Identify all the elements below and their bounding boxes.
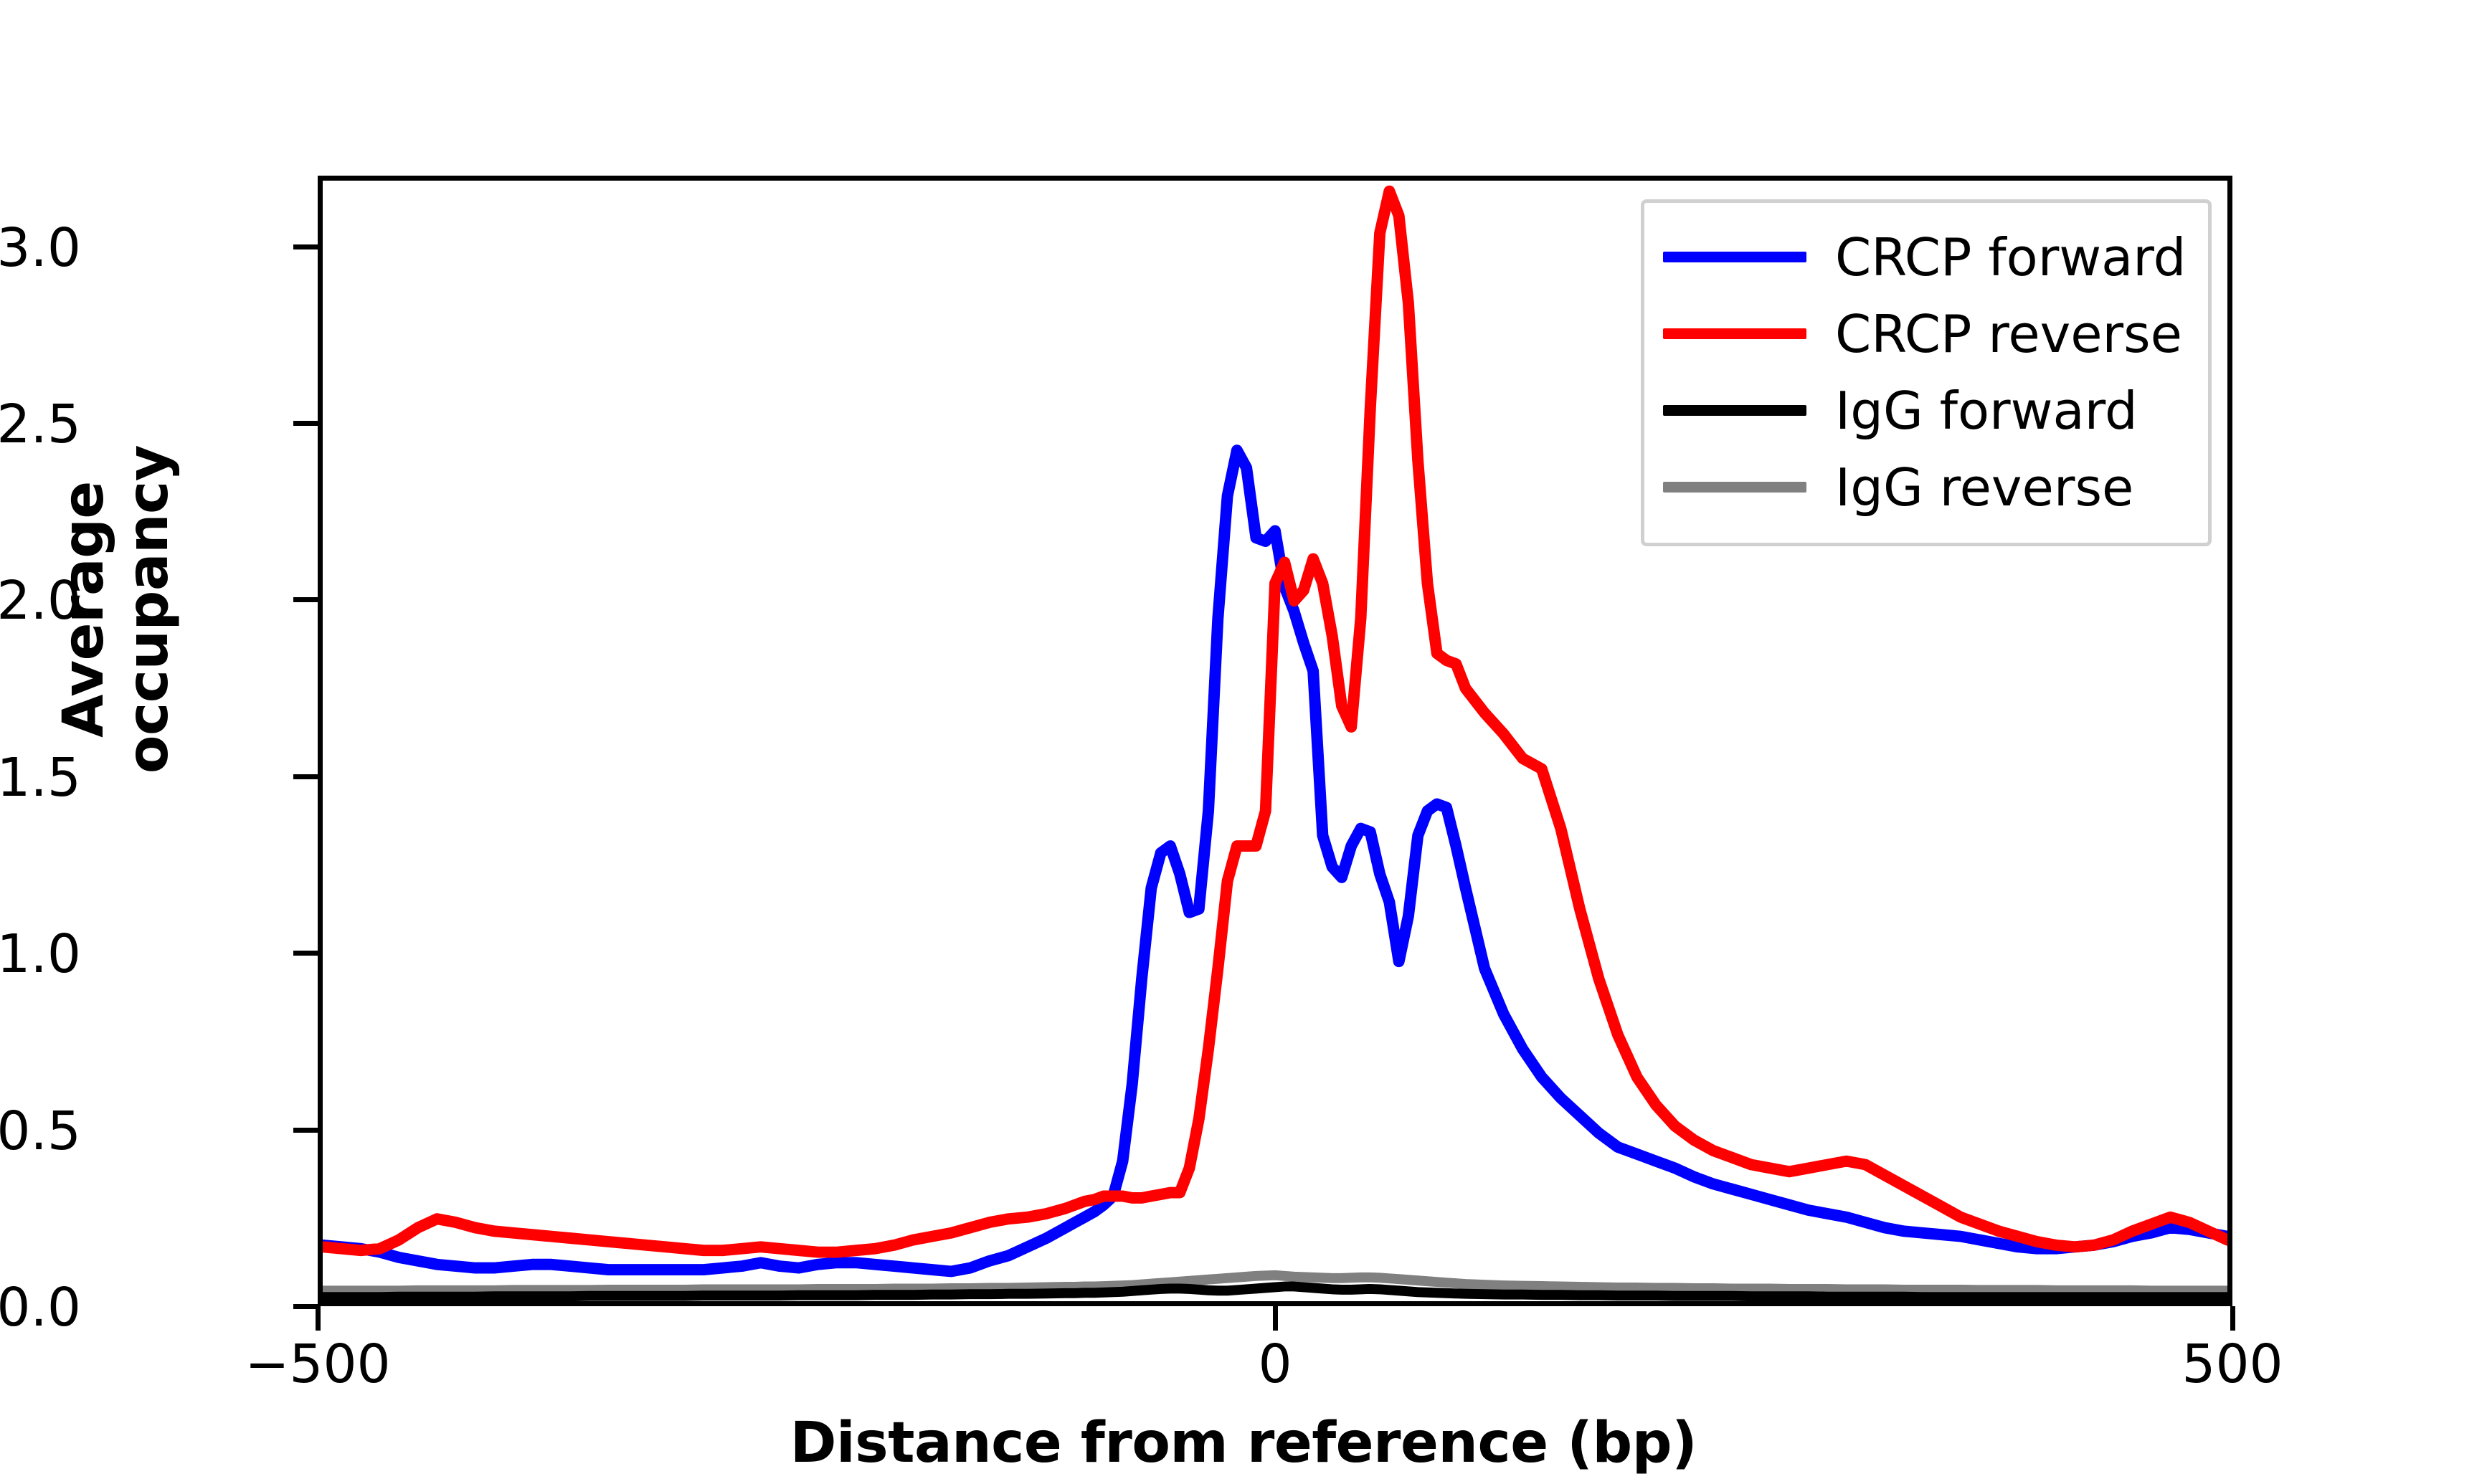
x-tick-mark bbox=[1273, 1306, 1278, 1331]
x-tick-label: −500 bbox=[245, 1333, 391, 1395]
y-tick-mark bbox=[293, 597, 318, 603]
x-tick-mark bbox=[316, 1306, 321, 1331]
y-tick-label: 0.0 bbox=[0, 1277, 81, 1338]
legend-item-crcp-forward[interactable]: CRCP forward bbox=[1663, 219, 2189, 295]
legend-label: CRCP forward bbox=[1835, 227, 2187, 287]
y-tick-label: 2.5 bbox=[0, 393, 81, 455]
y-tick-label: 3.0 bbox=[0, 217, 81, 279]
series-line-crcp-reverse bbox=[323, 185, 2227, 1258]
series-line-igg-reverse bbox=[323, 1270, 2227, 1296]
legend-item-igg-forward[interactable]: IgG forward bbox=[1663, 372, 2189, 449]
y-tick-label: 0.5 bbox=[0, 1100, 81, 1162]
y-tick-mark bbox=[293, 774, 318, 779]
legend-item-igg-reverse[interactable]: IgG reverse bbox=[1663, 449, 2189, 525]
x-tick-label: 500 bbox=[2182, 1333, 2283, 1395]
x-tick-label: 0 bbox=[1258, 1333, 1292, 1395]
legend-swatch-icon bbox=[1663, 405, 1806, 416]
y-tick-label: 1.0 bbox=[0, 923, 81, 986]
y-tick-mark bbox=[293, 420, 318, 426]
y-tick-mark bbox=[293, 951, 318, 956]
y-tick-mark bbox=[293, 1127, 318, 1133]
y-tick-label: 1.5 bbox=[0, 746, 81, 809]
series-line-crcp-forward bbox=[323, 444, 2227, 1278]
y-tick-mark bbox=[293, 1304, 318, 1309]
legend: CRCP forward CRCP reverse IgG forward IgG r… bbox=[1641, 199, 2212, 546]
legend-swatch-icon bbox=[1663, 482, 1806, 493]
series-canvas bbox=[323, 185, 2227, 1301]
y-tick-label: 2.0 bbox=[0, 570, 81, 632]
series-line-igg-forward bbox=[323, 1281, 2227, 1301]
legend-swatch-icon bbox=[1663, 328, 1806, 339]
legend-label: IgG reverse bbox=[1835, 457, 2134, 518]
y-tick-mark bbox=[293, 244, 318, 249]
x-axis-label: Distance from reference (bp) bbox=[790, 1411, 1697, 1475]
x-tick-mark bbox=[2230, 1306, 2235, 1331]
legend-label: IgG forward bbox=[1835, 380, 2138, 441]
legend-label: CRCP reverse bbox=[1835, 303, 2182, 364]
legend-swatch-icon bbox=[1663, 252, 1806, 262]
legend-item-crcp-reverse[interactable]: CRCP reverse bbox=[1663, 295, 2189, 372]
